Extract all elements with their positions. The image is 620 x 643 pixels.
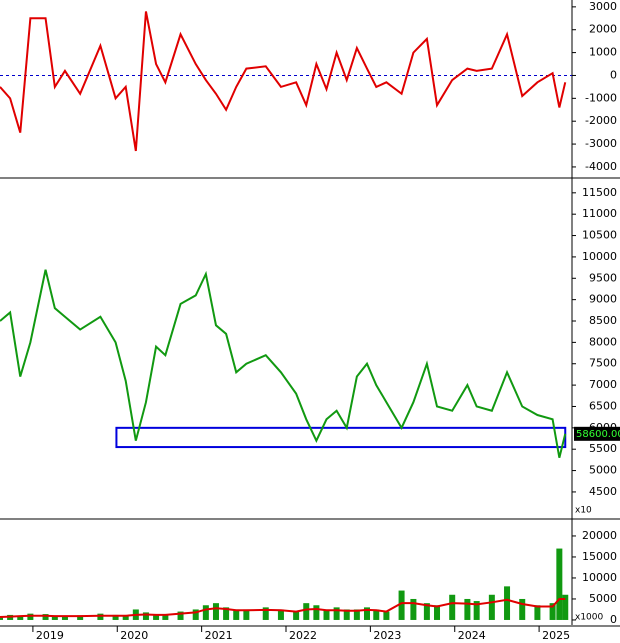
y-tick-label: 8500 [589,314,617,327]
y-tick-label: 11500 [582,186,617,199]
volume-bar [17,615,24,620]
volume-bar [277,609,284,620]
volume-bar [293,611,300,620]
price-label: 58600.00 [576,429,620,440]
volume-bar [162,614,169,620]
x-tick-label: 2022 [289,629,317,642]
volume-bar [323,609,330,620]
volume-bar [233,609,240,620]
x-tick-label: 2024 [458,629,486,642]
volume-bar [353,609,360,620]
volume-bar [262,607,269,620]
volume-bar [27,613,34,620]
volume-bar [243,609,250,620]
y-tick-label: -2000 [585,114,617,127]
volume-bar [212,603,219,620]
y-tick-label: 5000 [589,464,617,477]
volume-bar [363,607,370,620]
volume-bar [333,607,340,620]
series-line [0,269,567,458]
y-tick-label: 5500 [589,442,617,455]
axis-multiplier: x1000 [575,613,604,623]
y-tick-label: 4500 [589,485,617,498]
y-tick-label: 9000 [589,293,617,306]
volume-bar [303,603,310,620]
volume-bar [112,614,119,620]
x-tick-label: 2025 [542,629,570,642]
volume-bar [77,615,84,620]
volume-bar [562,594,569,620]
volume-bar [0,616,3,620]
axis-multiplier: x10 [575,506,592,516]
y-tick-label: 20000 [582,529,617,542]
volume-bar [42,614,49,620]
volume-bar [153,614,160,620]
y-tick-label: 2000 [589,23,617,36]
volume-bar [61,616,68,620]
y-tick-label: -1000 [585,91,617,104]
y-tick-label: 7000 [589,378,617,391]
volume-bar [398,590,405,620]
volume-bar [122,615,129,620]
volume-bar [192,609,199,620]
volume-bar [534,605,541,620]
y-tick-label: 0 [610,68,617,81]
volume-bar [383,611,390,620]
support-zone [115,426,567,449]
y-tick-label: 3000 [589,0,617,13]
volume-bar [519,598,526,620]
volume-bar [177,611,184,620]
y-tick-label: 1000 [589,46,617,59]
y-tick-label: 10000 [582,250,617,263]
y-tick-label: 10000 [582,571,617,584]
y-tick-label: 15000 [582,550,617,563]
volume-bar [556,548,563,620]
series-line [0,11,567,152]
volume-bar [373,609,380,620]
volume-bar [97,613,104,620]
volume-bar [549,603,556,620]
y-tick-label: 8000 [589,335,617,348]
volume-bar [434,605,441,620]
y-tick-label: 9500 [589,271,617,284]
y-tick-label: 5000 [589,592,617,605]
volume-bar [313,605,320,620]
volume-bar [488,594,495,620]
volume-bar [51,615,58,620]
y-tick-label: 7500 [589,357,617,370]
y-tick-label: -3000 [585,137,617,150]
volume-bar [423,603,430,620]
series-line [0,597,566,619]
volume-bar [202,605,209,620]
volume-bar [142,612,149,620]
volume-bar [343,609,350,620]
x-tick-label: 2023 [373,629,401,642]
volume-bar [464,598,471,620]
y-tick-label: 6500 [589,399,617,412]
volume-bar [223,607,230,620]
y-tick-label: 0 [610,613,617,626]
x-tick-label: 2019 [36,629,64,642]
y-tick-label: 11000 [582,207,617,220]
volume-bar [410,598,417,620]
volume-bar [473,601,480,620]
volume-bar [449,594,456,620]
price-label-box [574,426,620,441]
y-tick-label: 10500 [582,229,617,242]
x-tick-label: 2020 [120,629,148,642]
x-tick-label: 2021 [205,629,233,642]
volume-bar [504,586,511,620]
y-tick-label: -4000 [585,160,617,173]
